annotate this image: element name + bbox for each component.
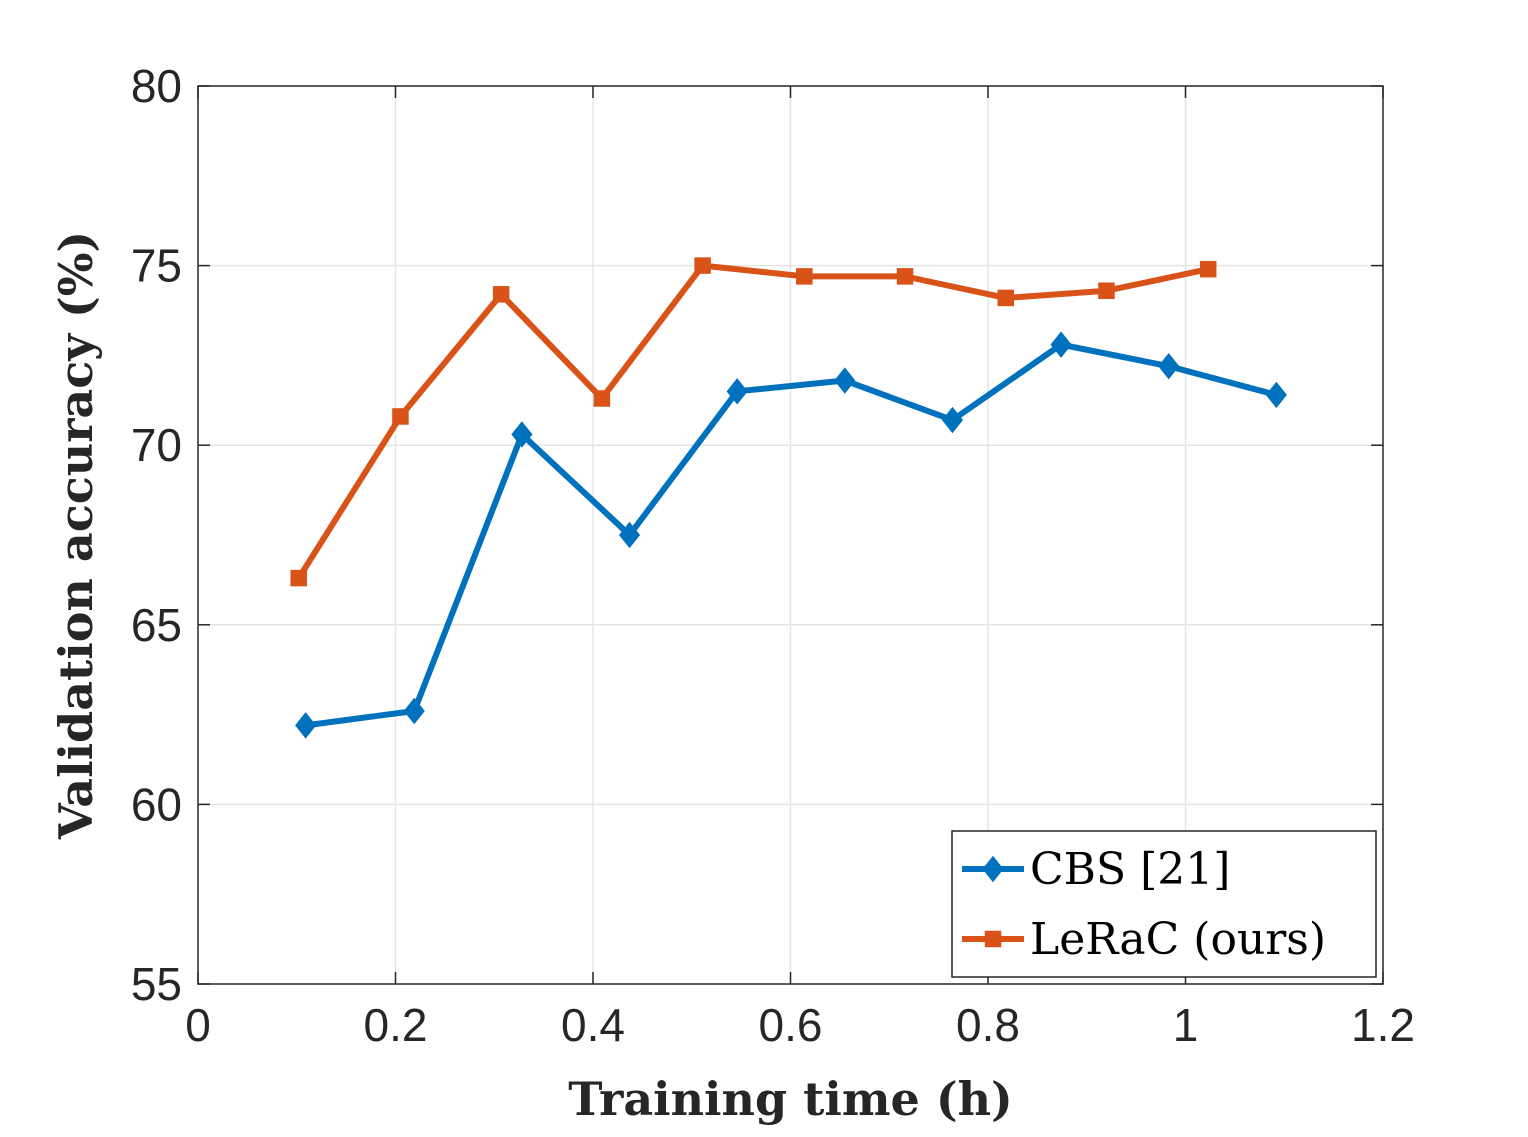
data-point-marker bbox=[896, 268, 914, 285]
y-tick-label: 75 bbox=[131, 240, 182, 292]
data-point-marker bbox=[1098, 282, 1115, 299]
series-line bbox=[305, 341, 1278, 729]
data-point-marker bbox=[403, 697, 425, 725]
data-point-marker bbox=[492, 286, 510, 303]
y-tick-label: 80 bbox=[131, 60, 182, 112]
x-axis-title: Training time (h) bbox=[568, 1072, 1013, 1126]
legend-label: LeRaC (ours) bbox=[1030, 914, 1326, 965]
x-tick-label: 1.2 bbox=[1351, 999, 1415, 1051]
data-point-marker bbox=[290, 569, 307, 587]
series-cbs bbox=[295, 331, 1287, 739]
data-point-marker bbox=[1199, 260, 1217, 278]
y-tick-label: 65 bbox=[131, 599, 182, 651]
data-point-marker bbox=[392, 408, 409, 425]
data-point-marker bbox=[796, 268, 813, 285]
data-point-marker bbox=[997, 289, 1015, 307]
data-point-marker bbox=[1158, 352, 1180, 380]
legend-entry: LeRaC (ours) bbox=[962, 914, 1326, 965]
y-axis-title: Validation accuracy (%) bbox=[49, 231, 103, 840]
y-tick-label: 55 bbox=[131, 958, 182, 1010]
data-point-marker bbox=[295, 712, 317, 739]
axis-ticks: 0 0.2 0.4 0.6 0.8 1 1.2 55 60 65 70 75 80 bbox=[131, 60, 1415, 1051]
data-point-marker bbox=[834, 367, 856, 394]
series-lerac bbox=[290, 257, 1217, 587]
data-point-marker bbox=[1050, 331, 1072, 358]
data-point-marker bbox=[694, 257, 711, 274]
grid bbox=[198, 86, 1383, 984]
series-group bbox=[290, 257, 1287, 739]
legend: CBS [21] LeRaC (ours) bbox=[951, 830, 1377, 978]
legend-swatch-marker bbox=[984, 930, 1002, 948]
data-point-marker bbox=[941, 406, 964, 434]
x-tick-label: 0.8 bbox=[956, 999, 1020, 1051]
x-tick-label: 0.4 bbox=[561, 999, 625, 1051]
data-point-marker bbox=[726, 378, 748, 405]
data-point-marker bbox=[1265, 381, 1287, 409]
legend-box bbox=[951, 830, 1377, 978]
series-line bbox=[296, 262, 1209, 580]
y-tick-label: 70 bbox=[131, 419, 182, 471]
x-tick-label: 0.2 bbox=[364, 999, 428, 1051]
y-tick-label: 60 bbox=[131, 778, 182, 830]
legend-entry: CBS [21] bbox=[962, 844, 1230, 895]
legend-label: CBS [21] bbox=[1030, 844, 1230, 895]
legend-swatch-marker bbox=[982, 855, 1004, 883]
data-point-marker bbox=[618, 521, 641, 549]
x-tick-label: 0 bbox=[185, 999, 211, 1051]
data-point-marker bbox=[511, 421, 533, 448]
x-tick-label: 1 bbox=[1173, 999, 1199, 1051]
x-tick-label: 0.6 bbox=[759, 999, 823, 1051]
data-point-marker bbox=[593, 390, 611, 407]
